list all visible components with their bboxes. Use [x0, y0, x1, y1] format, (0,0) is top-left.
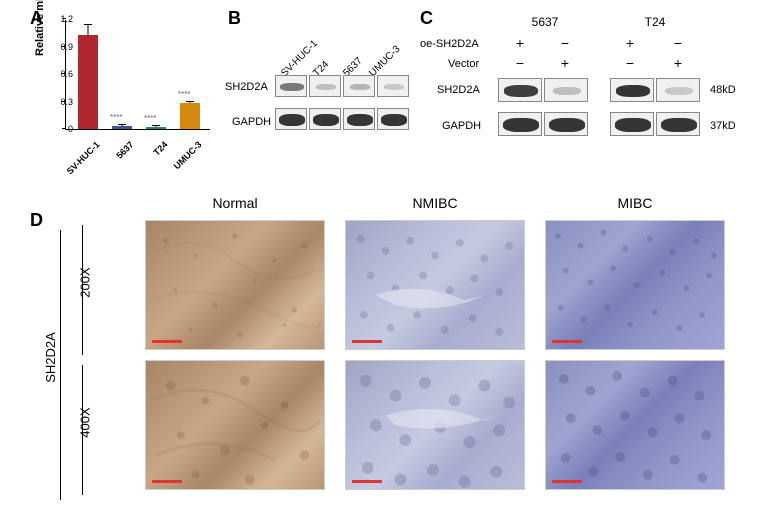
pm: − [510, 55, 530, 71]
c-sh2d2a: SH2D2A [437, 84, 480, 96]
ytick-0: 0 [68, 124, 73, 134]
side-bar [60, 230, 61, 500]
ihc-mibc-200 [545, 220, 725, 350]
pm: − [668, 35, 688, 51]
band [275, 75, 307, 97]
ihc-normal-400 [145, 360, 325, 490]
scale-bar [552, 480, 582, 483]
protein-sh2d2a: SH2D2A [225, 81, 268, 93]
band [656, 78, 700, 102]
ytick-2: 0.6 [60, 69, 73, 79]
cond-oe: oe-SH2D2A [420, 38, 479, 50]
band [544, 78, 588, 102]
band [377, 108, 409, 130]
band [544, 112, 588, 136]
band [343, 75, 375, 97]
bar [78, 35, 98, 129]
blot-row-sh2d2a [275, 75, 409, 97]
band [656, 112, 700, 136]
sig-label: **** [110, 113, 122, 122]
cell-5637: 5637 [515, 15, 575, 29]
band [377, 75, 409, 97]
scale-bar [552, 340, 582, 343]
panel-b-blot: SV-HUC-1 T24 5637 UMUC-3 SH2D2A GAPDH [225, 10, 415, 165]
ytick-4: 1.2 [60, 14, 73, 24]
scale-bar [352, 480, 382, 483]
bar [112, 126, 132, 129]
pm: − [620, 55, 640, 71]
size-37: 37kD [710, 120, 736, 132]
c-blot-t24-ga [610, 112, 700, 136]
cond-vec: Vector [448, 58, 479, 70]
bar [180, 103, 200, 129]
row-sh2d2a: SH2D2A [43, 332, 58, 383]
mag-bar-1 [82, 225, 83, 355]
panel-d-ihc: Normal NMIBC MIBC SH2D2A 200X 400X [30, 190, 730, 500]
c-blot-t24-sh [610, 78, 700, 102]
chart-area: SV-HUC-1****5637****T24****UMUC-3 [65, 20, 210, 130]
ihc-mibc-400 [545, 360, 725, 490]
mag-200: 200X [78, 267, 93, 297]
band [275, 108, 307, 130]
size-48: 48kD [710, 84, 736, 96]
bar [146, 127, 166, 129]
cell-t24: T24 [630, 15, 680, 29]
scale-bar [352, 340, 382, 343]
band [309, 108, 341, 130]
band [610, 112, 654, 136]
band [610, 78, 654, 102]
pm: − [555, 35, 575, 51]
pm: + [555, 55, 575, 71]
ihc-normal-200 [145, 220, 325, 350]
ihc-nmibc-400 [345, 360, 525, 490]
scale-bar [152, 340, 182, 343]
band [498, 112, 542, 136]
sig-label: **** [144, 114, 156, 123]
mag-400: 400X [78, 407, 93, 437]
scale-bar [152, 480, 182, 483]
panel-c-blot: 5637 T24 oe-SH2D2A Vector + − − + + − − … [420, 10, 750, 165]
c-blot-5637-sh [498, 78, 588, 102]
ytick-3: 0.9 [60, 42, 73, 52]
c-gapdh: GAPDH [442, 120, 481, 132]
pm: + [668, 55, 688, 71]
band [498, 78, 542, 102]
c-blot-5637-ga [498, 112, 588, 136]
panel-a-chart: Relative mRNA expression SV-HUC-1****563… [30, 10, 220, 165]
col-normal: Normal [185, 195, 285, 211]
ihc-nmibc-200 [345, 220, 525, 350]
mag-bar-2 [82, 365, 83, 495]
col-nmibc: NMIBC [385, 195, 485, 211]
pm: + [620, 35, 640, 51]
blot-row-gapdh [275, 108, 409, 130]
col-mibc: MIBC [585, 195, 685, 211]
pm: + [510, 35, 530, 51]
sig-label: **** [178, 90, 190, 99]
ytick-1: 0.3 [60, 97, 73, 107]
band [343, 108, 375, 130]
protein-gapdh: GAPDH [232, 116, 271, 128]
band [309, 75, 341, 97]
y-axis-label: Relative mRNA expression [34, 0, 46, 56]
lane-label-3: UMUC-3 [367, 44, 402, 79]
